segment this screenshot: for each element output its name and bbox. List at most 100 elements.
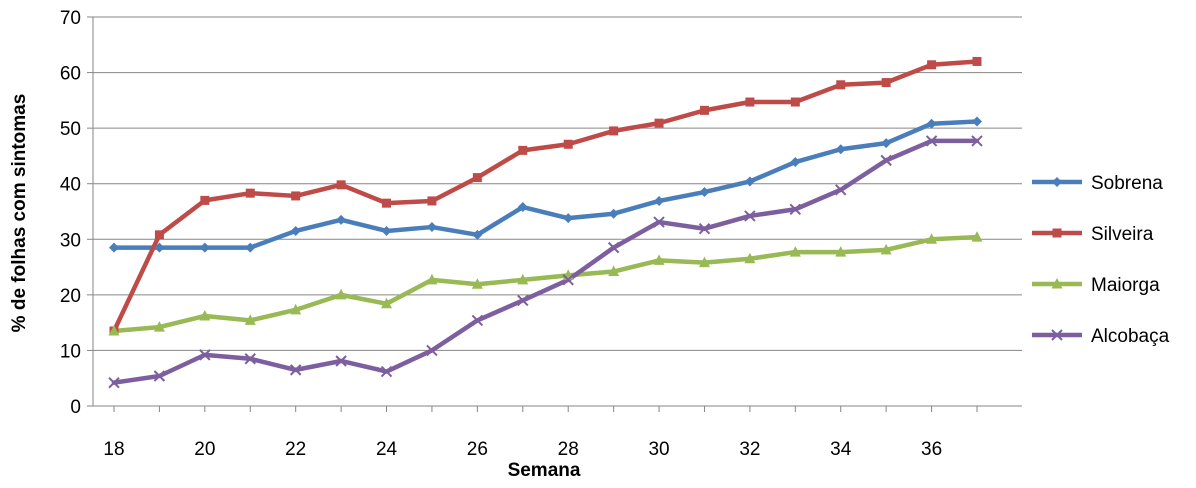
x-tick-label: 32 xyxy=(739,439,760,460)
data-point xyxy=(654,195,665,206)
data-point xyxy=(744,252,756,264)
y-tick-label: 30 xyxy=(60,230,81,251)
data-point xyxy=(607,241,620,254)
data-point xyxy=(153,370,166,382)
data-point xyxy=(699,105,709,115)
x-tick-labels: 18 20 22 24 26 28 30 32 34 36 xyxy=(103,439,942,460)
data-point xyxy=(108,376,120,389)
x-tick-label: 28 xyxy=(558,439,579,460)
data-point xyxy=(154,230,164,240)
gridlines xyxy=(93,16,1022,351)
data-point xyxy=(471,314,484,327)
data-point xyxy=(563,213,574,224)
data-point xyxy=(244,353,256,365)
data-point xyxy=(835,144,846,155)
data-point xyxy=(381,297,393,309)
data-point xyxy=(698,223,711,235)
data-point xyxy=(199,349,211,361)
x-axis-title: Semana xyxy=(508,460,581,481)
data-point xyxy=(335,355,347,367)
series-markers xyxy=(108,56,983,389)
data-point xyxy=(153,321,165,332)
y-tick-label: 70 xyxy=(60,8,81,29)
data-point xyxy=(382,198,392,208)
legend-label: Maiorga xyxy=(1091,275,1160,296)
data-point xyxy=(427,196,437,206)
data-point xyxy=(972,116,982,127)
data-point xyxy=(200,195,210,205)
y-tick-label: 40 xyxy=(60,175,81,196)
data-point xyxy=(335,288,347,300)
y-axis-title: % de folhas com sintomas xyxy=(9,94,30,333)
x-tick-label: 20 xyxy=(194,439,215,460)
data-point xyxy=(336,180,346,190)
data-point xyxy=(744,176,755,187)
data-point xyxy=(245,188,255,198)
series-line xyxy=(111,138,980,385)
data-point xyxy=(880,154,892,167)
y-tick-label: 0 xyxy=(70,397,81,418)
legend: Sobrena Silveira Maiorga Alcobaça xyxy=(1032,173,1170,347)
x-tick-label: 36 xyxy=(921,439,942,460)
data-point xyxy=(290,303,302,315)
legend-marker xyxy=(1051,329,1063,341)
data-point xyxy=(790,97,800,107)
data-point xyxy=(653,216,665,228)
data-point xyxy=(971,135,983,147)
data-point xyxy=(609,126,619,136)
axes xyxy=(87,16,1022,412)
data-point xyxy=(426,222,437,233)
data-point xyxy=(927,60,937,70)
data-point xyxy=(517,294,529,307)
data-point xyxy=(880,243,892,255)
data-point xyxy=(244,314,256,325)
data-point xyxy=(426,344,438,357)
x-tick-label: 34 xyxy=(830,439,852,460)
data-point xyxy=(835,184,847,196)
data-point xyxy=(835,246,847,257)
series-lines xyxy=(111,59,980,385)
data-point xyxy=(745,97,755,107)
data-point xyxy=(245,242,256,253)
y-tick-label: 60 xyxy=(60,64,81,85)
data-point xyxy=(472,229,483,240)
data-point xyxy=(517,273,529,285)
data-point xyxy=(109,242,119,253)
data-point xyxy=(380,365,393,378)
data-point xyxy=(972,56,982,66)
x-tick-label: 24 xyxy=(376,439,398,460)
data-point xyxy=(472,173,482,183)
data-point xyxy=(471,278,483,289)
x-tick-label: 22 xyxy=(285,439,306,460)
data-point xyxy=(199,309,211,321)
data-point xyxy=(608,265,620,277)
data-point xyxy=(563,139,573,149)
data-point xyxy=(925,135,938,147)
data-point xyxy=(698,256,710,268)
series-line xyxy=(111,59,980,334)
data-point xyxy=(789,246,801,257)
data-point xyxy=(562,274,574,286)
data-point xyxy=(336,214,347,225)
series-line xyxy=(111,234,980,334)
data-point xyxy=(108,324,120,336)
data-point xyxy=(744,210,756,222)
data-point xyxy=(789,203,802,215)
data-point xyxy=(790,157,801,168)
data-point xyxy=(381,225,392,236)
legend-label: Alcobaça xyxy=(1091,326,1170,347)
data-point xyxy=(699,187,710,198)
y-tick-labels: 0 10 20 30 40 50 60 70 xyxy=(60,8,81,418)
y-tick-label: 10 xyxy=(60,341,81,362)
data-point xyxy=(926,118,937,129)
data-point xyxy=(518,145,528,155)
x-tick-label: 30 xyxy=(648,439,669,460)
y-tick-label: 50 xyxy=(60,119,81,140)
series-line xyxy=(111,119,980,250)
data-point xyxy=(654,118,664,128)
data-point xyxy=(836,80,846,90)
data-point xyxy=(926,233,938,244)
data-point xyxy=(290,225,301,236)
legend-label: Sobrena xyxy=(1091,173,1163,194)
